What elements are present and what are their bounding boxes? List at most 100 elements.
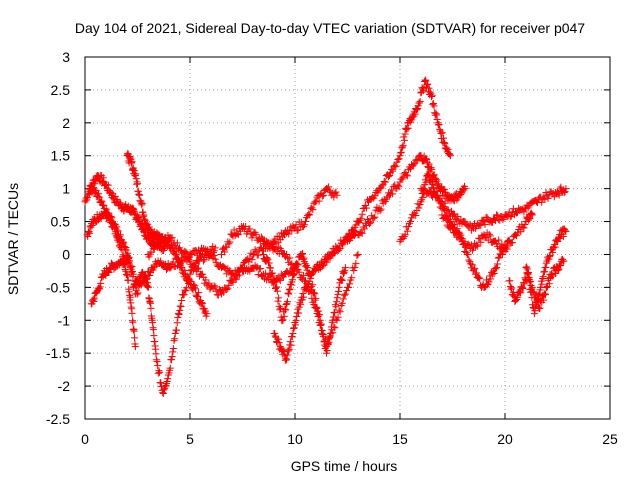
data-point [168,234,176,242]
data-point [221,264,229,272]
data-point [225,281,233,289]
data-point [282,306,290,314]
data-point [427,176,435,184]
data-point [166,364,174,372]
data-point [256,264,264,272]
data-point [134,289,142,297]
data-point [248,234,256,242]
data-point [395,183,403,191]
data-point [438,198,446,206]
data-point [277,304,285,312]
data-point [561,188,569,196]
data-point [181,247,189,255]
data-point [464,240,472,248]
data-point [129,318,137,326]
data-point [202,276,210,284]
data-point [252,264,260,272]
data-point [407,218,414,226]
data-point [528,283,536,291]
data-point [90,180,98,188]
data-point [542,291,550,299]
data-point [152,350,160,358]
data-point [102,205,110,213]
data-point [541,195,549,203]
data-point [402,171,410,179]
data-point [105,268,113,276]
data-point [435,180,443,188]
data-point [441,199,449,207]
data-point [171,247,179,255]
data-point [121,266,129,274]
data-point [194,264,202,272]
data-point [333,298,341,306]
data-point [296,300,304,308]
x-tick-label: 5 [186,431,194,447]
x-tick-labels: 0 5 10 15 20 25 [81,431,618,447]
data-point [545,280,553,288]
data-point [419,87,427,95]
data-point [190,283,198,291]
data-point [419,194,427,202]
data-point [185,275,193,283]
data-point [286,338,294,346]
data-point [389,190,397,198]
data-point [221,248,229,256]
data-point [555,265,563,273]
data-point [280,312,288,320]
data-point [378,182,386,190]
data-point [404,124,412,132]
x-tick-label: 0 [81,431,89,447]
data-point [381,178,389,186]
data-point [110,220,118,228]
data-point [524,270,532,278]
data-point [374,189,382,197]
data-point [397,149,405,157]
data-point [402,125,410,133]
data-point [320,261,328,269]
data-point [319,191,327,199]
data-point [380,178,388,186]
data-point [555,191,563,199]
data-point [494,254,502,262]
data-point [285,230,293,238]
data-point [229,278,237,286]
data-point [154,362,162,370]
data-point [440,139,448,147]
data-point [302,286,310,294]
data-point [546,253,554,261]
data-point [362,204,370,212]
data-point [557,262,565,270]
data-point [432,109,440,117]
data-point [371,213,379,221]
y-tick-label: 1.5 [51,148,71,164]
data-point [540,268,548,276]
data-point [493,264,501,272]
data-point [401,231,409,239]
data-point [225,240,233,248]
data-point [316,316,324,324]
data-point [424,170,432,178]
data-point [422,155,430,163]
data-point [346,237,354,245]
data-point [319,260,327,268]
data-point [302,277,309,285]
data-point [441,140,449,148]
data-point [99,174,107,182]
data-point [335,306,343,314]
data-point [287,260,295,268]
y-tick-label: -1 [58,312,71,328]
data-point [311,289,319,297]
data-point [181,266,189,274]
data-point [356,216,364,224]
data-point [150,245,158,253]
data-point [416,97,424,105]
data-point [142,276,150,284]
data-point [425,84,433,92]
data-point [254,251,262,259]
data-point [331,308,339,316]
data-point [531,307,539,315]
data-point [423,155,431,163]
data-point [97,279,105,287]
data-point [183,284,191,292]
data-point [498,240,506,248]
